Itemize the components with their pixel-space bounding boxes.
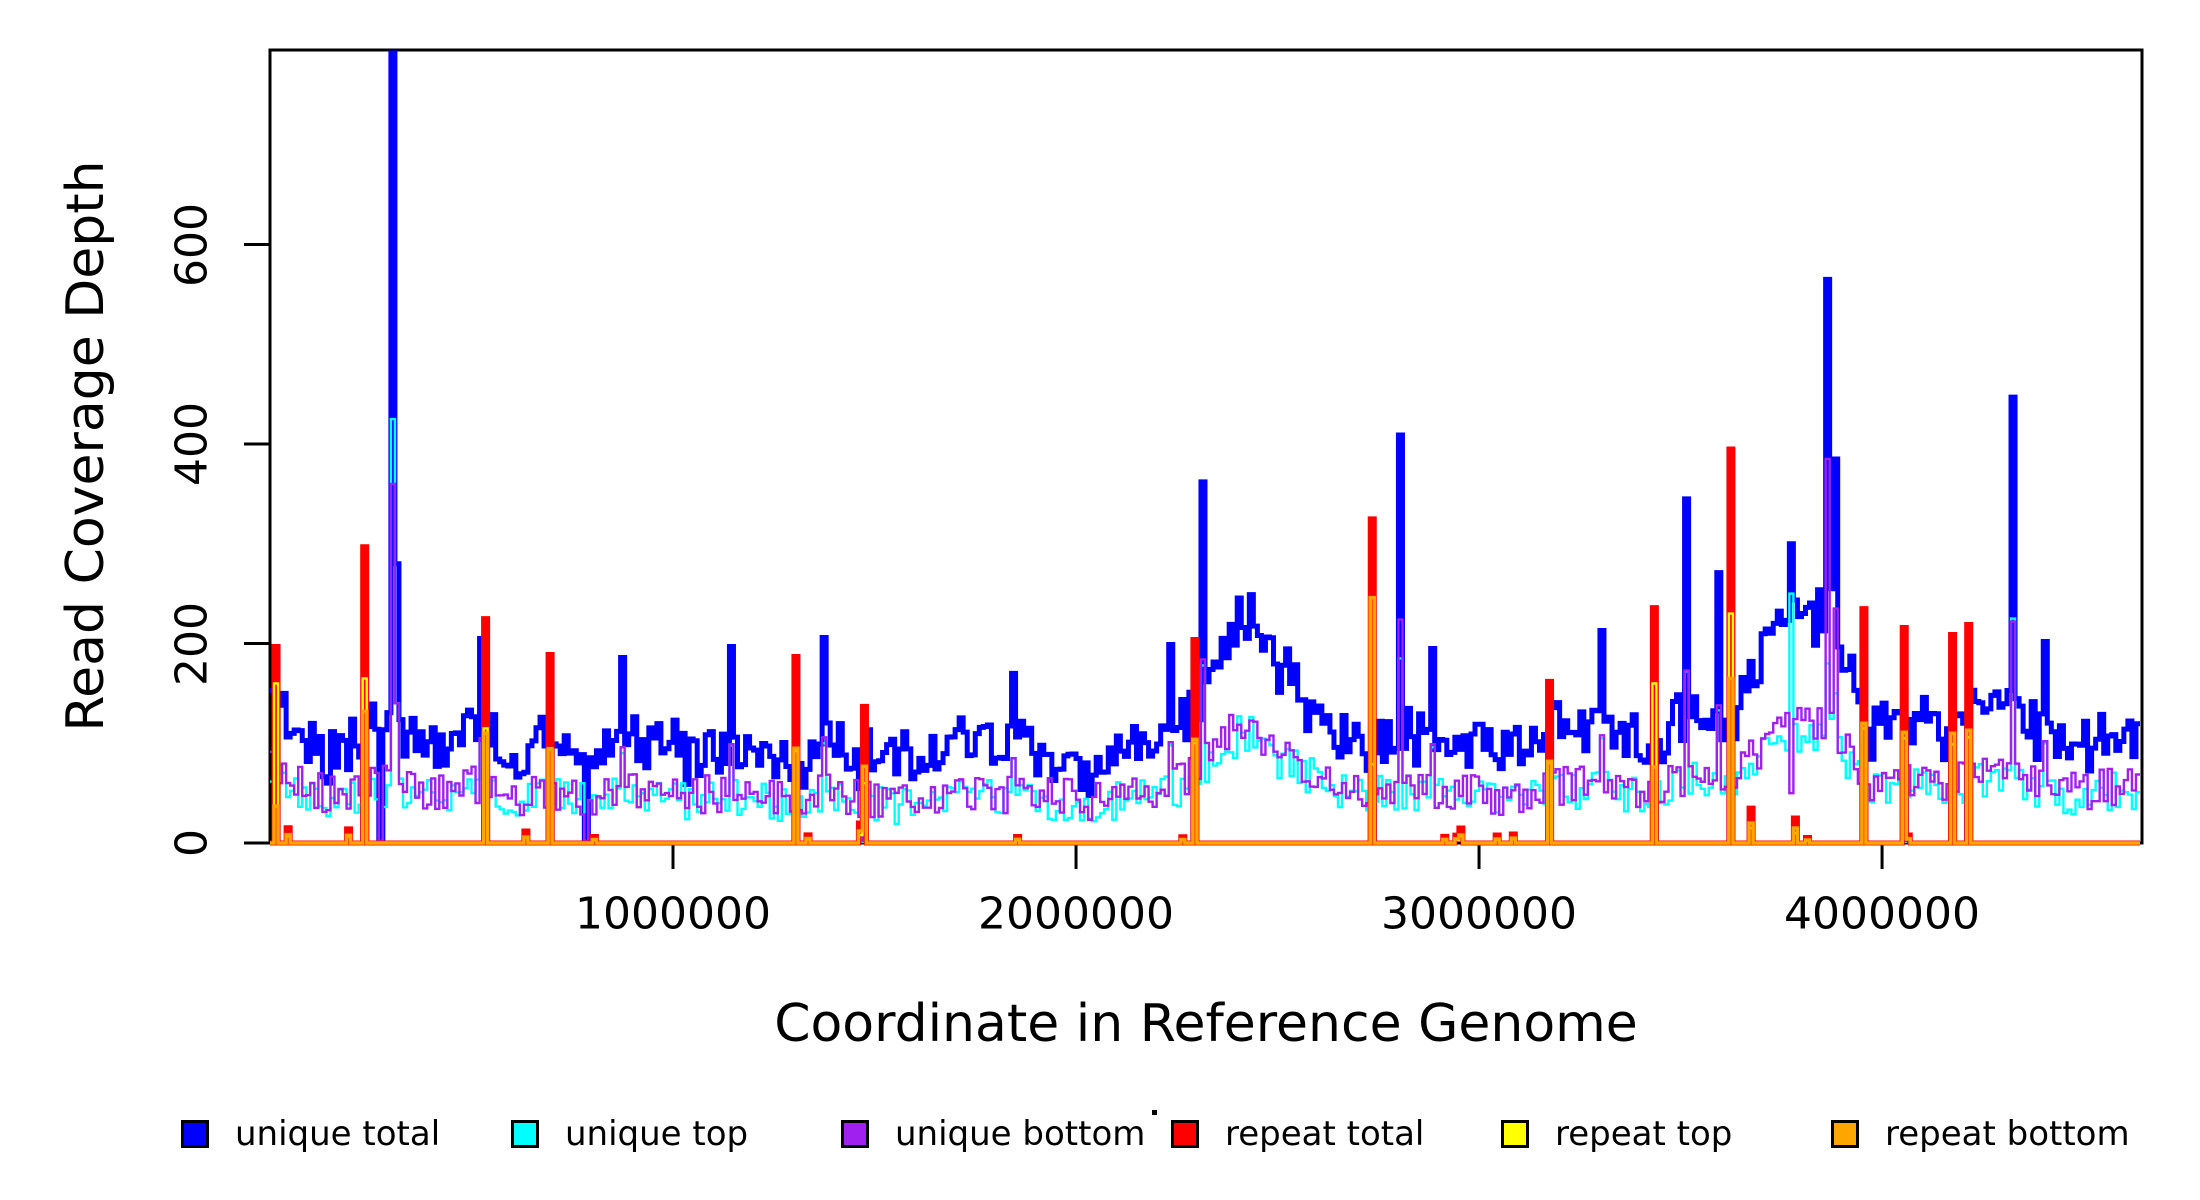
legend-item-repeat-total: repeat total xyxy=(1171,1112,1424,1156)
unique-top-swatch-icon xyxy=(511,1120,539,1148)
legend-label: repeat bottom xyxy=(1885,1114,2130,1154)
repeat-total-swatch-icon xyxy=(1171,1120,1199,1148)
legend-item-repeat-bottom: repeat bottom xyxy=(1831,1112,2130,1156)
x-axis-title: Coordinate in Reference Genome xyxy=(774,994,1638,1054)
unique-bottom-swatch-icon xyxy=(841,1120,869,1148)
series-unique_total xyxy=(270,50,2140,843)
legend-item-unique-top: unique top xyxy=(511,1112,748,1156)
y-tick-label-400: 400 xyxy=(166,402,218,486)
y-axis-title: Read Coverage Depth xyxy=(56,160,116,732)
repeat-top-swatch-icon xyxy=(1501,1120,1529,1148)
legend-item-unique-bottom: unique bottom xyxy=(841,1112,1145,1156)
y-tick-label-200: 200 xyxy=(166,602,218,686)
y-tick-label-0: 0 xyxy=(166,829,218,857)
legend-label: repeat top xyxy=(1555,1114,1733,1154)
legend-label: unique top xyxy=(565,1114,749,1154)
legend-label: unique bottom xyxy=(895,1114,1146,1154)
x-tick-label-3000000: 3000000 xyxy=(1381,888,1577,940)
repeat-bottom-swatch-icon xyxy=(1831,1120,1859,1148)
x-tick-label-1000000: 1000000 xyxy=(575,888,771,940)
legend-item-unique-total: unique total xyxy=(181,1112,440,1156)
series-repeat_bottom xyxy=(270,595,2140,845)
unique-total-swatch-icon xyxy=(181,1120,209,1148)
stray-dot-mark xyxy=(1152,1110,1157,1115)
legend-label: unique total xyxy=(235,1114,441,1154)
x-tick-label-2000000: 2000000 xyxy=(978,888,1174,940)
series-unique_bottom xyxy=(270,457,2140,843)
legend-label: repeat total xyxy=(1225,1114,1425,1154)
legend-item-repeat-top: repeat top xyxy=(1501,1112,1732,1156)
x-tick-label-4000000: 4000000 xyxy=(1784,888,1980,940)
y-tick-label-600: 600 xyxy=(166,203,218,287)
